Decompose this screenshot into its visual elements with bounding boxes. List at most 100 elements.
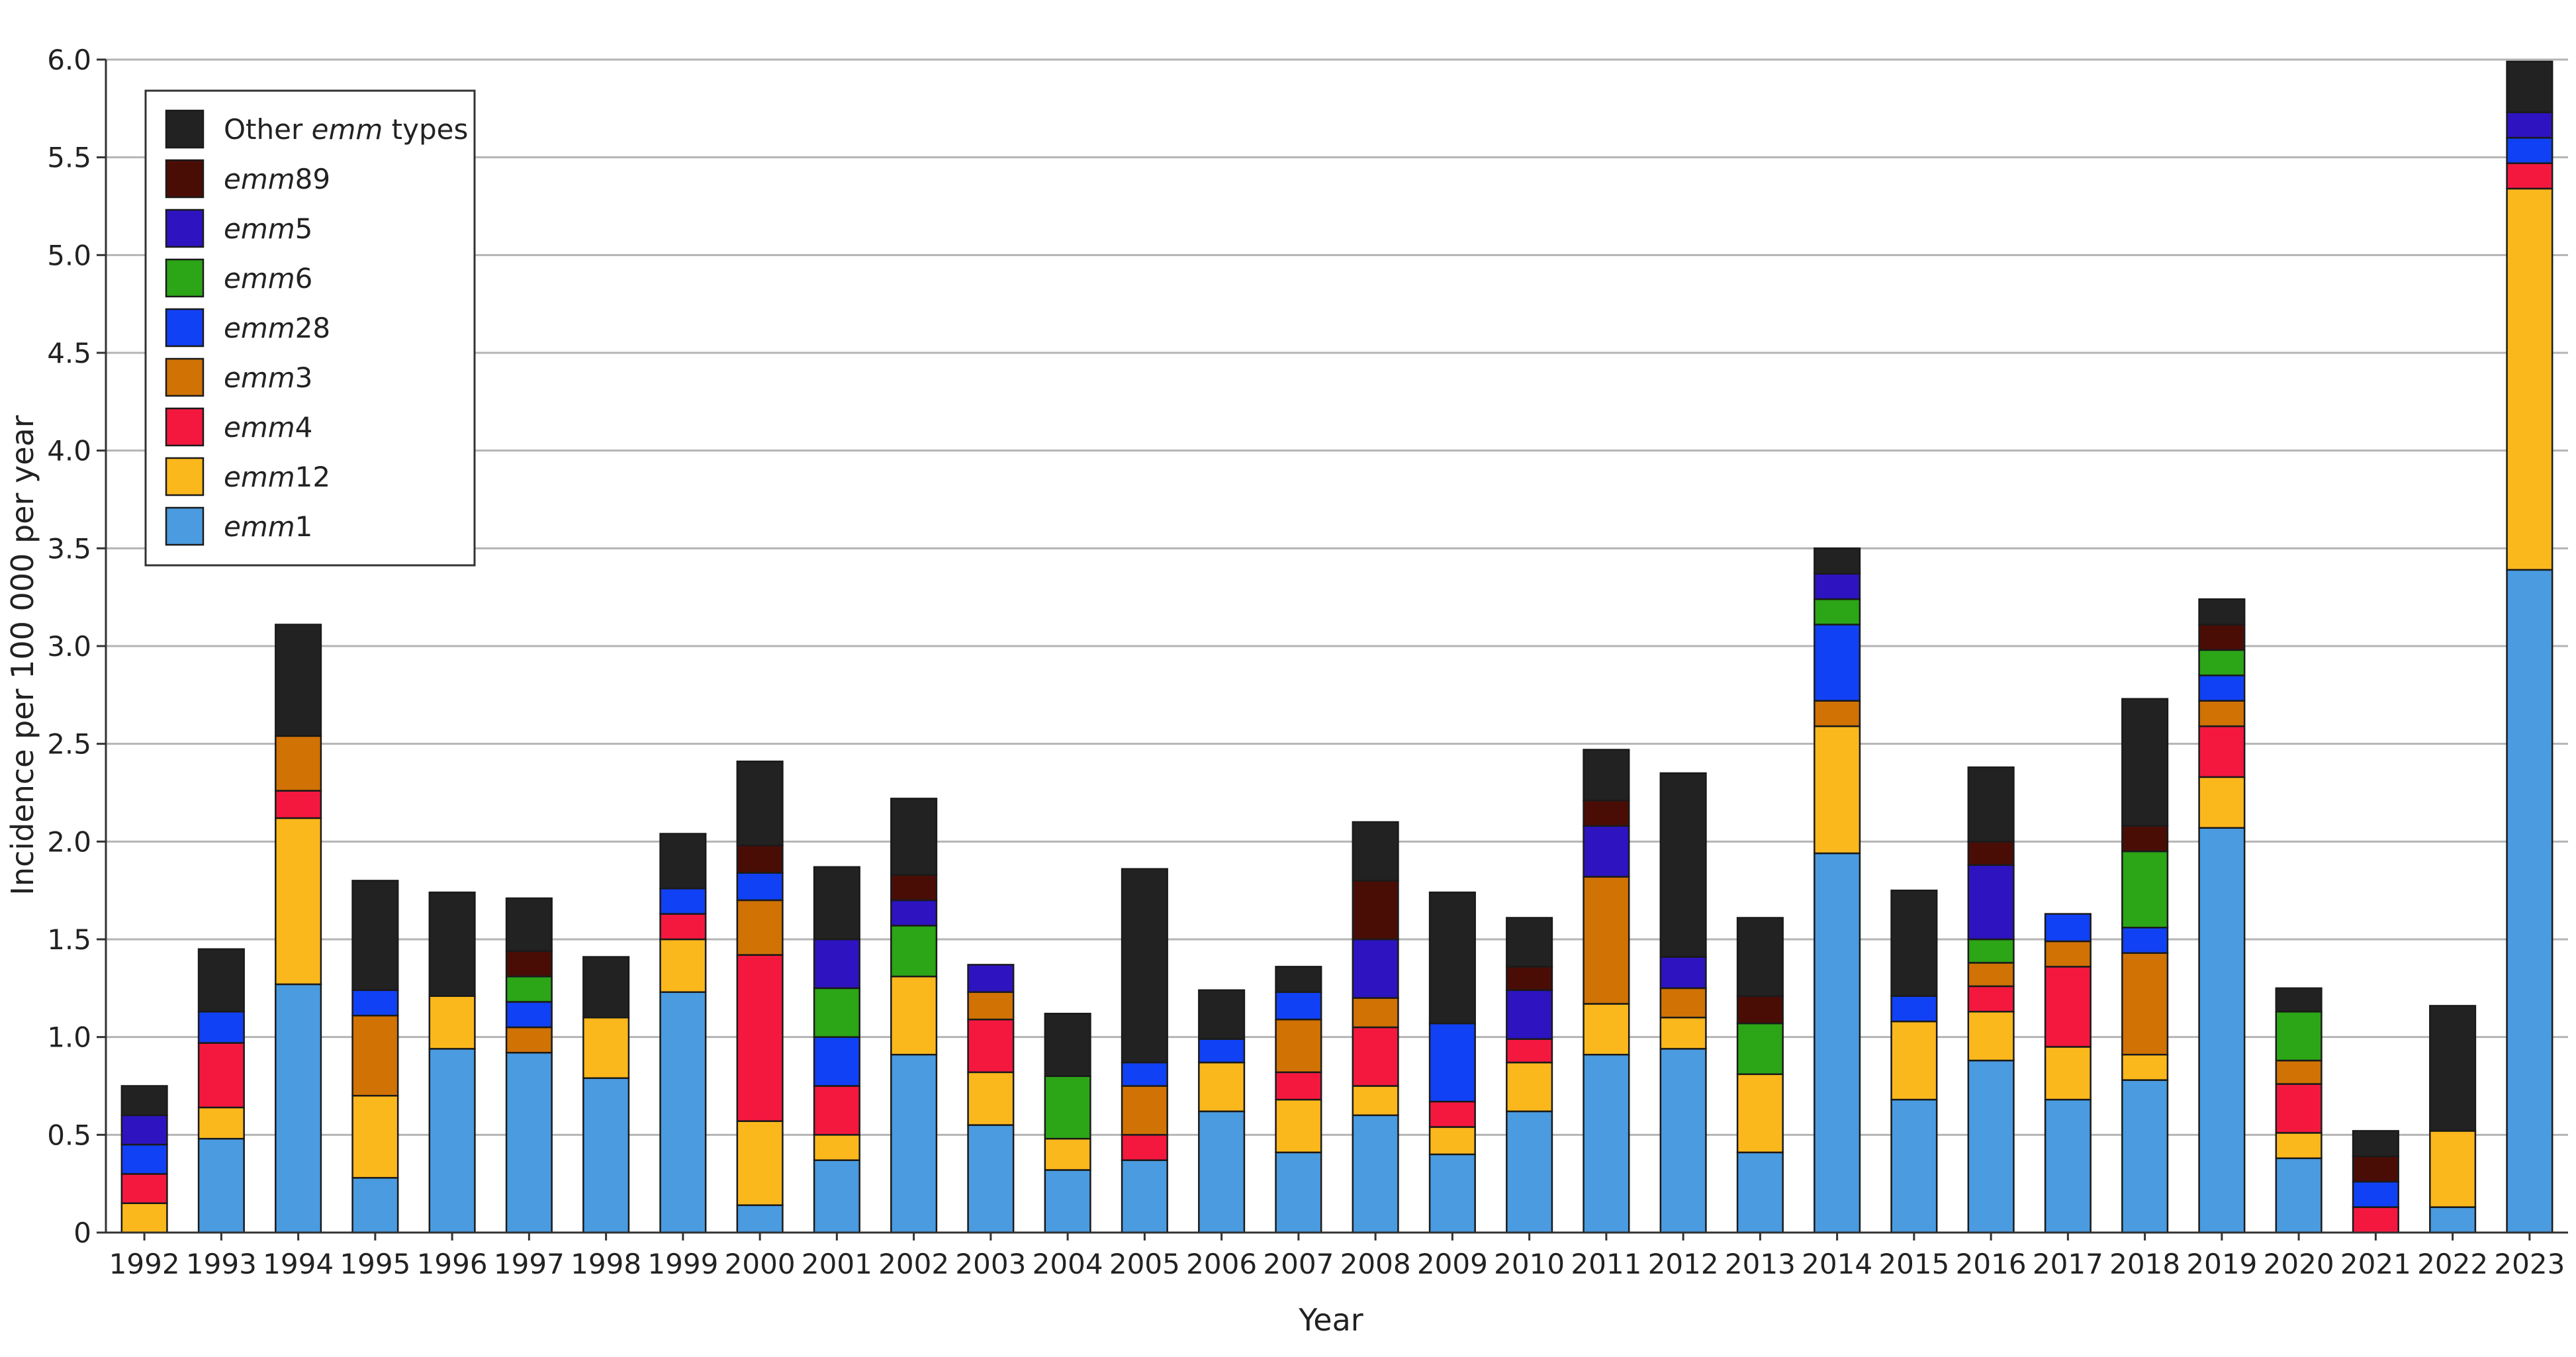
bar-segment-emm1-2011 [1583,1053,1630,1234]
bar-segment-other-emm-types-2004 [1044,1012,1091,1077]
bar-segment-emm28-1992 [120,1143,168,1175]
bar-segment-other-emm-types-2005 [1121,868,1168,1064]
bar-segment-emm1-1995 [351,1177,399,1234]
bar-segment-emm28-2001 [813,1036,860,1087]
bar-segment-emm28-2017 [2044,913,2092,943]
legend-label: emm28 [224,312,330,344]
bar-segment-emm3-1997 [505,1026,553,1054]
x-tick-label: 2016 [1956,1248,2027,1280]
bar-segment-emm1-2009 [1428,1153,1476,1234]
x-tick-label: 2021 [2340,1248,2411,1280]
y-tick-label: 5.0 [47,239,91,271]
bar-segment-emm1-2007 [1275,1151,1322,1234]
bar-segment-emm1-2013 [1736,1151,1784,1234]
bar-segment-emm28-1993 [197,1011,245,1044]
bar-segment-other-emm-types-2014 [1814,547,1861,575]
legend-swatch [165,457,205,496]
bar-segment-other-emm-types-2019 [2198,598,2246,626]
bar-segment-other-emm-types-1993 [197,948,245,1013]
x-tick-label: 2020 [2264,1248,2334,1280]
x-tick-label: 2019 [2186,1248,2257,1280]
x-tick-label: 2010 [1494,1248,1565,1280]
x-tick-label: 2018 [2109,1248,2180,1280]
x-tick-label: 2004 [1033,1248,1103,1280]
legend: Other emm types emm89 emm5 emm6 emm28 emm3 emm… [144,89,476,567]
y-tick-label: 0.5 [47,1119,91,1151]
bar-segment-emm12-2014 [1814,725,1861,855]
bar-segment-emm1-2001 [813,1159,860,1234]
bar-segment-emm4-2016 [1967,985,2015,1013]
bar-segment-other-emm-types-1996 [428,891,476,997]
bar-segment-emm4-2001 [813,1085,860,1136]
bar-segment-emm4-2005 [1121,1134,1168,1161]
bar-segment-emm28-2007 [1275,991,1322,1021]
bar-segment-emm12-2001 [813,1134,860,1161]
x-tick-label: 2011 [1571,1248,1641,1280]
x-tick-label: 1995 [340,1248,410,1280]
bar-segment-emm12-2006 [1198,1061,1246,1113]
bar-segment-emm12-2015 [1890,1020,1938,1101]
bar-segment-other-emm-types-1999 [659,833,707,890]
bar-segment-other-emm-types-2007 [1275,966,1322,993]
legend-label: emm4 [224,411,312,444]
bar-segment-emm89-2011 [1583,800,1630,827]
x-tick-label: 2000 [725,1248,796,1280]
bar-segment-emm1-2014 [1814,852,1861,1234]
bar-segment-other-emm-types-1995 [351,880,399,992]
bar-segment-emm12-2020 [2275,1132,2323,1160]
bar-segment-emm4-2008 [1352,1026,1399,1087]
y-tick-label: 3.0 [47,630,91,663]
bar-segment-emm4-2019 [2198,725,2246,778]
x-tick-label: 1998 [571,1248,641,1280]
bar-segment-emm4-2020 [2275,1083,2323,1134]
bar-segment-emm4-2023 [2506,162,2553,190]
x-tick-label: 2002 [878,1248,949,1280]
legend-swatch [165,159,205,199]
bar-segment-emm1-2003 [967,1124,1015,1234]
bar-segment-emm1-2016 [1967,1059,2015,1234]
bar-segment-emm5-2010 [1506,989,1553,1040]
bar-segment-emm4-2009 [1428,1100,1476,1128]
bar-segment-emm28-1999 [659,887,707,915]
legend-label: emm89 [224,163,330,195]
legend-swatch [165,258,205,298]
y-tick-label: 6.0 [47,44,91,76]
bar-segment-emm28-2019 [2198,675,2246,702]
x-tick-label: 2005 [1109,1248,1180,1280]
x-tick-label: 1992 [109,1248,180,1280]
bar-segment-other-emm-types-1994 [275,624,322,737]
bar-segment-emm12-2019 [2198,776,2246,829]
bar-segment-emm89-2002 [890,874,938,902]
bar-segment-emm6-2002 [890,925,938,978]
axes: 0 0.5 1.0 1.5 2.0 2.5 3.0 3.5 4.0 4.5 5.0 5.5 6.0 199… [47,44,2568,1280]
bar-segment-emm12-2011 [1583,1003,1630,1056]
y-tick-label: 2.0 [47,825,91,858]
legend-swatch [165,109,205,149]
bar-segment-emm12-2012 [1659,1016,1707,1050]
bar-segment-emm12-1994 [275,817,322,986]
x-tick-label: 2001 [802,1248,872,1280]
bar-segment-other-emm-types-1998 [582,956,630,1019]
bar-segment-emm28-2018 [2121,927,2169,954]
bar-segment-emm28-1995 [351,989,399,1017]
bar-segment-emm12-2022 [2429,1130,2477,1208]
bar-segment-emm12-2004 [1044,1137,1091,1171]
bar-segment-emm1-2012 [1659,1048,1707,1234]
bar-segment-emm1-2018 [2121,1079,2169,1234]
legend-label: emm3 [224,361,312,394]
bar-segment-emm89-2018 [2121,825,2169,853]
legend-swatch [165,209,205,248]
bar-segment-emm12-2003 [967,1071,1015,1126]
bar-segment-other-emm-types-2009 [1428,891,1476,1025]
legend-swatch [165,308,205,348]
bar-segment-emm89-2021 [2352,1155,2399,1183]
bar-segment-emm28-1997 [505,1001,553,1029]
bar-segment-emm4-2010 [1506,1038,1553,1064]
x-tick-label: 2017 [2033,1248,2103,1280]
bar-segment-emm6-2014 [1814,598,1861,626]
bar-segment-emm89-2000 [736,844,784,874]
bar-segment-emm12-1992 [120,1202,168,1234]
bar-segment-other-emm-types-2022 [2429,1005,2477,1132]
x-tick-label: 1994 [263,1248,334,1280]
bar-segment-other-emm-types-2000 [736,760,784,847]
